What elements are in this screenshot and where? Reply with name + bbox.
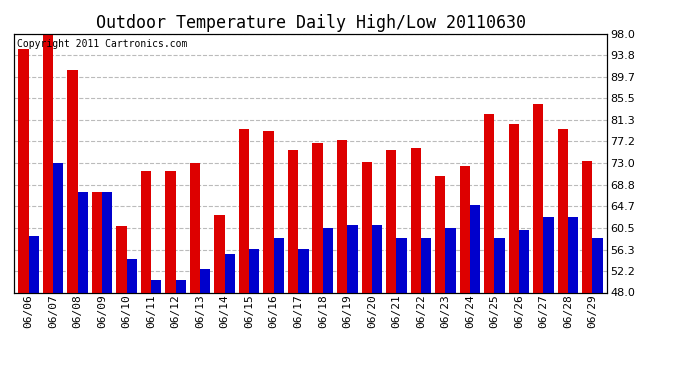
Bar — [544, 217, 554, 375]
Bar — [593, 238, 603, 375]
Bar — [533, 104, 544, 375]
Bar — [274, 238, 284, 375]
Bar — [347, 225, 357, 375]
Bar — [190, 163, 200, 375]
Bar — [568, 217, 578, 375]
Bar — [386, 150, 396, 375]
Bar — [92, 192, 102, 375]
Bar — [372, 225, 382, 375]
Bar — [141, 171, 151, 375]
Bar — [249, 249, 259, 375]
Bar — [435, 176, 445, 375]
Bar — [362, 162, 372, 375]
Bar — [421, 238, 431, 375]
Bar — [323, 228, 333, 375]
Bar — [519, 230, 529, 375]
Bar — [28, 236, 39, 375]
Bar — [151, 280, 161, 375]
Bar — [200, 269, 210, 375]
Bar — [126, 259, 137, 375]
Bar — [102, 192, 112, 375]
Title: Outdoor Temperature Daily High/Low 20110630: Outdoor Temperature Daily High/Low 20110… — [95, 14, 526, 32]
Bar — [43, 34, 53, 375]
Bar — [460, 166, 470, 375]
Bar — [396, 238, 406, 375]
Bar — [484, 114, 495, 375]
Bar — [298, 249, 308, 375]
Bar — [225, 254, 235, 375]
Bar — [166, 171, 176, 375]
Bar — [313, 144, 323, 375]
Bar — [509, 124, 519, 375]
Bar — [582, 160, 593, 375]
Bar — [239, 129, 249, 375]
Bar — [411, 148, 421, 375]
Bar — [215, 215, 225, 375]
Text: Copyright 2011 Cartronics.com: Copyright 2011 Cartronics.com — [17, 39, 187, 49]
Bar — [67, 70, 77, 375]
Bar — [495, 238, 504, 375]
Bar — [117, 226, 126, 375]
Bar — [18, 49, 28, 375]
Bar — [337, 140, 347, 375]
Bar — [470, 204, 480, 375]
Bar — [288, 150, 298, 375]
Bar — [445, 228, 455, 375]
Bar — [77, 192, 88, 375]
Bar — [264, 131, 274, 375]
Bar — [558, 129, 568, 375]
Bar — [176, 280, 186, 375]
Bar — [53, 163, 63, 375]
